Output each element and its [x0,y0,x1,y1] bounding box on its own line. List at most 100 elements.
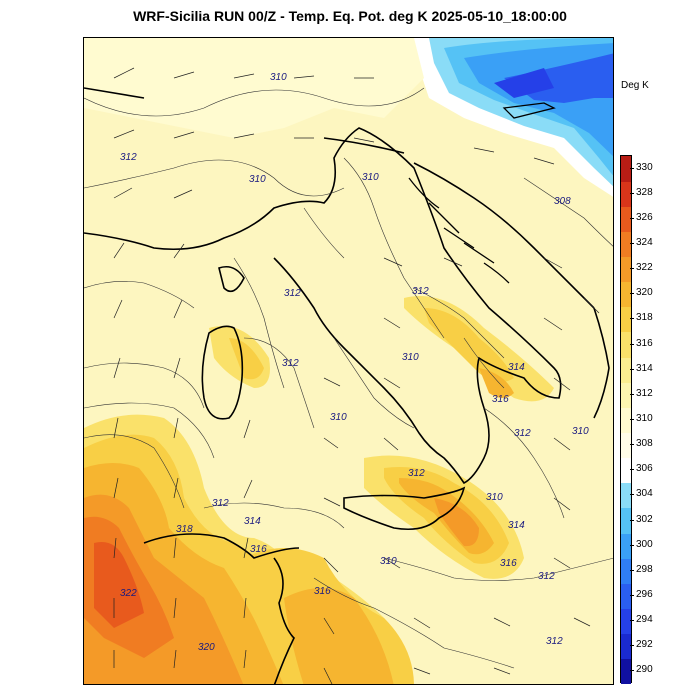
contour-label: 312 [546,636,563,647]
map-panel[interactable]: 310 312 310 310 308 312 310 312 314 316 … [83,37,614,685]
wind-vectors [113,67,600,684]
contour-label: 312 [212,498,229,509]
coastlines [84,87,610,684]
colorbar-tick-label: 290 [636,664,653,676]
colorbar-tick [630,595,634,596]
colorbar-tick-label: 318 [636,312,653,324]
colorbar-tick [630,293,634,295]
colorbar-segment [621,608,631,635]
colorbar-tick [630,368,634,370]
colorbar-tick-label: 308 [636,438,653,450]
colorbar-segment [621,508,631,534]
contour-label-group: 310 312 310 310 308 312 310 312 314 316 … [120,72,589,653]
contour-label: 312 [408,468,425,479]
colorbar-tick-label: 326 [636,211,653,223]
colorbar-tick [630,494,634,496]
colorbar-segment [621,432,631,459]
colorbar-segment [621,181,631,207]
contour-label: 312 [514,428,531,439]
colorbar-tick [630,192,634,194]
colorbar-tick-label: 296 [636,589,653,600]
colorbar-segment [621,306,631,333]
colorbar-segment [621,231,631,258]
contour-label: 310 [270,72,287,83]
colorbar-tick [630,670,634,672]
colorbar-tick-label: 302 [636,513,653,525]
contour-lines [84,87,613,669]
colorbar-tick-label: 330 [636,161,653,173]
colorbar-tick-label: 294 [636,614,653,626]
colorbar-segment [621,357,631,383]
contour-label: 312 [284,288,301,299]
contour-label: 310 [362,172,379,183]
contour-label: 320 [198,642,215,653]
contour-label: 312 [412,286,429,297]
colorbar-segment [621,482,631,509]
colorbar-segment [621,558,631,584]
colorbar-segment [621,332,631,358]
colorbar-segment [621,533,631,559]
colorbar-tick [630,569,634,571]
colorbar-tick [630,519,634,521]
contour-label: 308 [554,196,571,207]
colorbar-tick-label: 304 [636,488,653,500]
contour-label: 310 [330,412,347,423]
colorbar-tick-label: 306 [636,463,653,475]
pale-band-north [84,38,424,138]
colorbar-segment [621,457,631,484]
colorbar-tick [630,243,634,244]
colorbar-tick-label: 292 [636,639,653,651]
contour-label: 310 [402,352,419,363]
colorbar-segment [621,281,631,308]
contour-label: 310 [380,556,397,567]
contour-label: 316 [500,558,517,569]
colorbar-tick [630,444,634,446]
colorbar-tick-label: 312 [636,387,653,399]
colorbar-tick [630,469,634,471]
colorbar-tick-label: 300 [636,538,653,550]
contour-label: 316 [314,586,331,597]
colorbar-tick-label: 322 [636,262,653,274]
contour-label: 318 [176,524,193,535]
colorbar-tick [630,217,634,219]
colorbar-tick [630,268,634,270]
colorbar-tick [630,620,634,622]
colorbar-tick [630,419,634,420]
colorbar-segment [621,658,631,685]
contour-label: 316 [250,544,267,555]
colorbar-segment [621,382,631,408]
contour-label: 310 [572,426,589,437]
colorbar-tick-label: 310 [636,413,653,424]
colorbar-tick-label: 314 [636,362,653,374]
map-title: WRF-Sicilia RUN 00/Z - Temp. Eq. Pot. de… [133,8,567,24]
colorbar-tick-label: 324 [636,237,653,248]
colorbar-segment [621,407,631,434]
colorbar-tick [630,318,634,320]
colorbar-segment [621,256,631,283]
contour-label: 310 [486,492,503,503]
colorbar-tick [630,645,634,647]
colorbar-segment [621,583,631,610]
colorbar-tick-label: 298 [636,563,653,575]
contour-label: 322 [120,588,137,599]
colorbar-tick-label: 328 [636,186,653,198]
colorbar-tick [630,343,634,345]
contour-label: 310 [249,174,266,185]
contour-label: 314 [244,516,261,527]
contour-label: 312 [538,571,555,582]
colorbar-tick-label: 320 [636,287,653,299]
contour-label: 316 [492,394,509,405]
contour-label: 314 [508,520,525,531]
colorbar-segment [621,206,631,232]
contour-label: 312 [120,152,137,163]
contour-label: 312 [282,358,299,369]
colorbar-tick-label: 316 [636,337,653,349]
map-svg: 310 312 310 310 308 312 310 312 314 316 … [84,38,613,684]
dalmatian-islands [408,102,556,284]
colorbar-segment [621,156,631,182]
colorbar-tick [630,167,634,169]
legend-units: Deg K [621,80,649,91]
colorbar-tick [630,393,634,395]
contour-label: 314 [508,362,525,373]
colorbar-segment [621,633,631,660]
